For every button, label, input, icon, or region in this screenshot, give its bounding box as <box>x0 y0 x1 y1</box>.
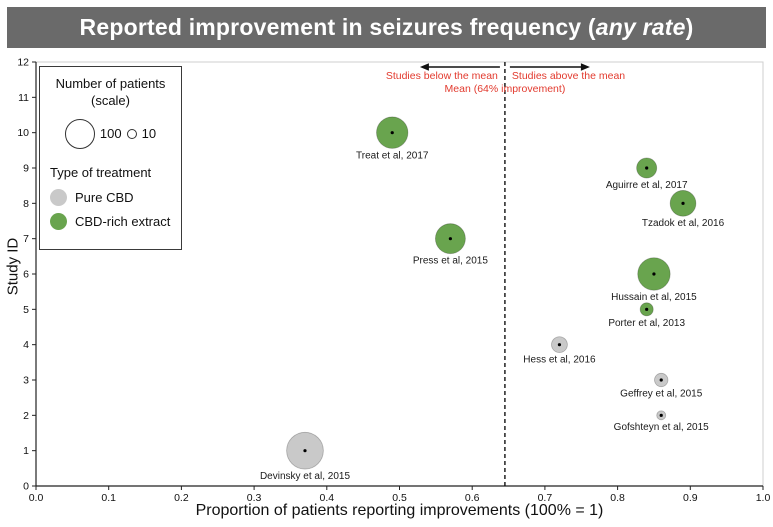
study-bubble-label: Porter et al, 2013 <box>608 318 685 329</box>
y-tick-label: 5 <box>23 304 29 316</box>
y-tick-label: 10 <box>17 127 29 139</box>
legend-scale-row: 100 10 <box>48 118 173 149</box>
study-bubble-label: Gofshteyn et al, 2015 <box>614 422 710 433</box>
pure-cbd-swatch-icon <box>50 188 67 206</box>
legend-item-cbd-rich-label: CBD-rich extract <box>75 213 171 229</box>
legend-patients-header: Number of patients (scale) <box>48 76 173 110</box>
study-point-dot <box>645 166 649 170</box>
study-bubble-label: Geffrey et al, 2015 <box>620 389 703 400</box>
y-tick-label: 0 <box>23 481 29 493</box>
scale-circle-100-icon <box>64 118 95 149</box>
study-point-dot <box>681 201 685 205</box>
arrow-left-head-icon <box>419 63 429 71</box>
study-point-dot <box>652 272 656 276</box>
y-tick-label: 12 <box>17 57 29 69</box>
x-tick-label: 0.6 <box>465 492 480 504</box>
x-tick-label: 0.4 <box>319 492 334 504</box>
x-tick-label: 0.9 <box>683 492 698 504</box>
chart-title: Reported improvement in seizures frequen… <box>80 14 694 41</box>
x-axis-title: Proportion of patients reporting improve… <box>195 502 604 519</box>
title-suffix: ) <box>685 14 694 40</box>
scale-label-100: 100 <box>99 126 122 142</box>
annotation-above-mean: Studies above the mean <box>512 70 625 82</box>
legend-box: Number of patients (scale) 100 10 Type o… <box>39 66 182 250</box>
scale-circle-10-icon <box>126 128 137 139</box>
scale-label-10: 10 <box>141 126 157 142</box>
legend-treatment-header: Type of treatment <box>50 164 152 180</box>
legend-patients-header-line1: Number of patients <box>55 76 166 91</box>
bubble-chart-canvas: 0.0 0.1 0.2 0.3 0.4 0.5 0.6 0.7 0.8 0.9 1.00123456… <box>17 57 771 505</box>
study-point-dot <box>390 131 394 135</box>
y-tick-label: 2 <box>23 410 29 422</box>
y-tick-label: 9 <box>23 163 29 175</box>
y-tick-label: 4 <box>23 339 29 351</box>
title-prefix: Reported improvement in seizures frequen… <box>79 14 596 40</box>
study-bubble-label: Treat et al, 2017 <box>356 150 429 161</box>
y-tick-label: 7 <box>23 233 29 245</box>
study-bubble-label: Hess et al, 2016 <box>523 355 596 366</box>
study-point-dot <box>645 307 649 311</box>
y-tick-label: 3 <box>23 375 29 387</box>
annotation-below-mean: Studies below the mean <box>386 70 498 82</box>
study-bubble-label: Tzadok et al, 2016 <box>642 218 725 229</box>
legend-item-cbd-rich: CBD-rich extract <box>50 212 173 230</box>
cbd-rich-swatch-icon <box>50 212 67 230</box>
annotation-mean-label: Mean (64% improvement) <box>445 83 566 95</box>
y-tick-label: 1 <box>23 445 29 457</box>
x-tick-label: 0.8 <box>610 492 625 504</box>
study-point-dot <box>448 237 452 241</box>
x-tick-label: 0.3 <box>247 492 262 504</box>
study-bubble-label: Hussain et al, 2015 <box>611 292 697 303</box>
x-tick-label: 0.7 <box>538 492 553 504</box>
y-tick-label: 11 <box>18 92 29 104</box>
title-bar: Reported improvement in seizures frequen… <box>7 7 766 48</box>
study-point-dot <box>659 413 663 417</box>
y-axis-title: Study ID <box>4 237 22 296</box>
x-tick-label: 0.2 <box>174 492 189 504</box>
x-tick-label: 0.0 <box>29 492 44 504</box>
study-bubble-label: Devinsky et al, 2015 <box>260 471 350 482</box>
arrow-right-head-icon <box>580 63 590 71</box>
y-tick-label: 8 <box>23 198 29 210</box>
title-italic: any rate <box>595 14 686 40</box>
legend-item-pure-cbd: Pure CBD <box>50 188 173 206</box>
study-point-dot <box>659 378 663 382</box>
study-bubble-label: Aguirre et al, 2017 <box>606 180 688 191</box>
study-bubble-label: Press et al, 2015 <box>413 256 488 267</box>
y-tick-label: 6 <box>23 269 29 281</box>
study-point-dot <box>557 343 562 347</box>
legend-patients-header-line2: (scale) <box>90 92 130 108</box>
legend-item-pure-cbd-label: Pure CBD <box>75 189 134 205</box>
x-tick-label: 1.0 <box>756 492 771 504</box>
study-point-dot <box>303 449 307 453</box>
x-tick-label: 0.5 <box>392 492 407 504</box>
x-tick-label: 0.1 <box>101 492 116 504</box>
